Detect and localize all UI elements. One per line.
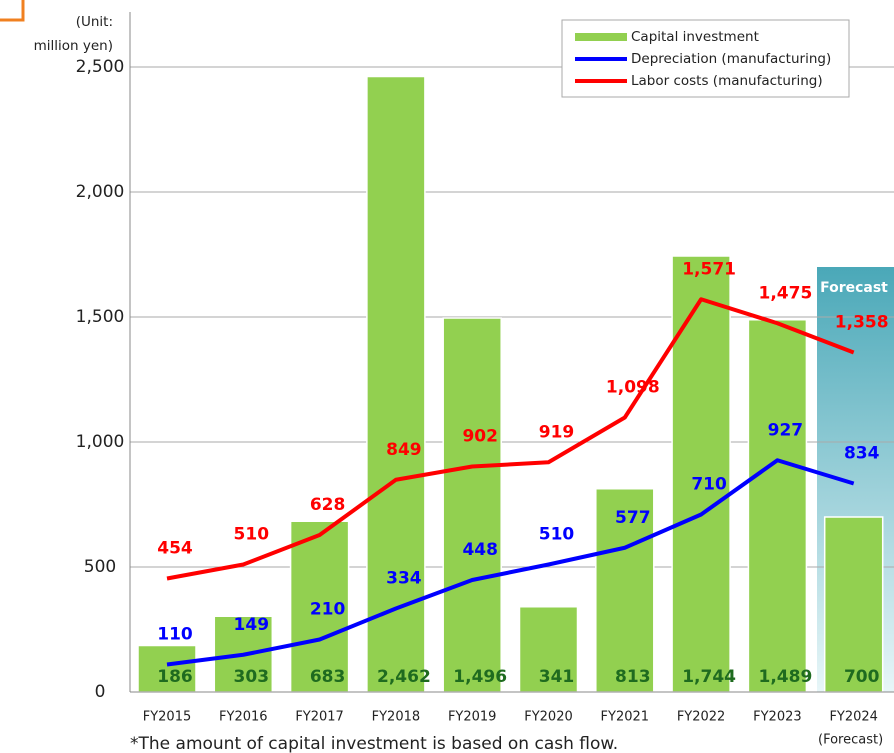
y-tick-label: 2,500 bbox=[76, 57, 125, 77]
data-label: 341 bbox=[539, 667, 575, 687]
corner-mark bbox=[0, 0, 25, 22]
data-label: 683 bbox=[310, 667, 346, 687]
unit-label: (Unit: bbox=[76, 14, 113, 30]
forecast-label: Forecast bbox=[820, 280, 888, 296]
data-label: 334 bbox=[386, 569, 422, 589]
line bbox=[166, 458, 855, 667]
x-tick-label: FY2023 bbox=[753, 710, 802, 725]
line bbox=[166, 297, 855, 581]
x-tick-label: FY2019 bbox=[448, 710, 497, 725]
x-tick-label: FY2020 bbox=[524, 710, 573, 725]
bar bbox=[442, 317, 502, 693]
bar bbox=[289, 520, 350, 693]
x-tick-label: FY2016 bbox=[219, 710, 268, 725]
x-tick-label: FY2024 bbox=[829, 710, 878, 725]
x-tick-label: FY2021 bbox=[601, 710, 650, 725]
legend-swatch bbox=[575, 33, 627, 41]
data-label: 1,571 bbox=[682, 259, 736, 279]
data-label: 1,496 bbox=[453, 667, 507, 687]
data-label: 834 bbox=[844, 444, 880, 464]
data-label: 902 bbox=[462, 427, 498, 447]
bar bbox=[595, 488, 655, 693]
data-label: 700 bbox=[844, 667, 880, 687]
data-label: 149 bbox=[234, 615, 270, 635]
legend-label: Labor costs (manufacturing) bbox=[631, 73, 823, 89]
data-label: 1,744 bbox=[682, 667, 736, 687]
data-label: 186 bbox=[157, 667, 193, 687]
data-label: 2,462 bbox=[377, 667, 431, 687]
data-label: 1,489 bbox=[759, 667, 813, 687]
y-tick-label: 1,000 bbox=[76, 432, 125, 452]
x-tick-label: FY2018 bbox=[372, 710, 421, 725]
data-label: 510 bbox=[234, 525, 270, 545]
data-label: 448 bbox=[462, 540, 498, 560]
x-tick-label: FY2015 bbox=[143, 710, 192, 725]
bar bbox=[671, 255, 731, 693]
y-tick-label: 1,500 bbox=[76, 307, 125, 327]
y-tick-label: 0 bbox=[95, 682, 106, 702]
data-label: 1,098 bbox=[606, 378, 660, 398]
unit-label: million yen) bbox=[34, 38, 113, 54]
data-label: 1,358 bbox=[835, 313, 889, 333]
data-label: 210 bbox=[310, 600, 346, 620]
data-label: 919 bbox=[539, 422, 575, 442]
data-label: 628 bbox=[310, 495, 346, 515]
data-label: 303 bbox=[234, 667, 270, 687]
data-label: 510 bbox=[539, 525, 575, 545]
y-tick-label: 2,000 bbox=[76, 182, 125, 202]
x-tick-note: (Forecast) bbox=[818, 733, 883, 748]
data-label: 110 bbox=[157, 625, 193, 645]
data-label: 577 bbox=[615, 508, 651, 528]
bar bbox=[366, 75, 426, 693]
data-label: 927 bbox=[768, 420, 804, 440]
bar bbox=[823, 516, 884, 693]
footnote: *The amount of capital investment is bas… bbox=[130, 734, 618, 753]
data-label: 849 bbox=[386, 440, 422, 460]
legend-label: Depreciation (manufacturing) bbox=[631, 51, 831, 67]
data-label: 454 bbox=[157, 539, 193, 559]
bar bbox=[747, 319, 808, 693]
y-tick-label: 500 bbox=[84, 557, 116, 577]
data-label: 813 bbox=[615, 667, 651, 687]
data-label: 1,475 bbox=[759, 283, 813, 303]
data-label: 710 bbox=[691, 475, 727, 495]
x-tick-label: FY2022 bbox=[677, 710, 726, 725]
legend-label: Capital investment bbox=[631, 29, 759, 45]
bar bbox=[137, 644, 197, 693]
x-tick-label: FY2017 bbox=[295, 710, 344, 725]
bar bbox=[518, 606, 579, 693]
